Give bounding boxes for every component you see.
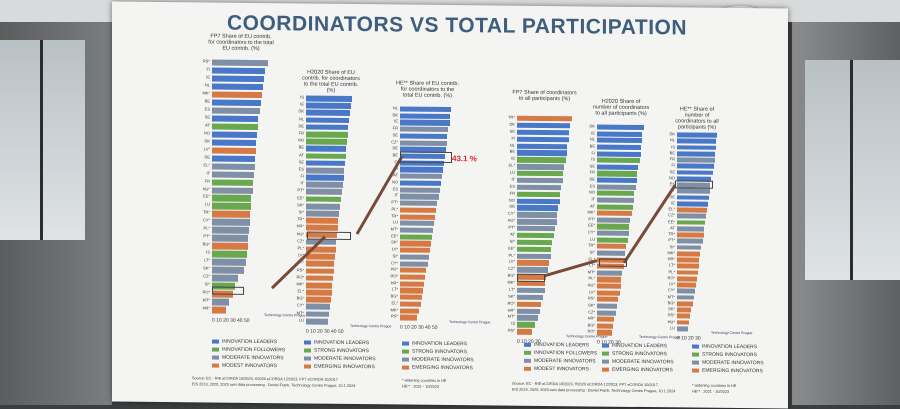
projection-screen: COORDINATORS VS TOTAL PARTICIPATION FP7 … xyxy=(112,1,788,409)
arrow-line xyxy=(622,184,677,264)
trend-arrows xyxy=(270,155,677,290)
highlight-box xyxy=(675,180,713,189)
highlight-box xyxy=(517,273,545,282)
highlight-box xyxy=(400,151,452,164)
left-window-frame xyxy=(40,40,43,240)
right-window-frame xyxy=(850,60,853,280)
highlight-box xyxy=(599,258,627,267)
highlight-box xyxy=(307,231,351,240)
arrow-line xyxy=(270,235,327,290)
arrow-line xyxy=(543,259,598,278)
highlight-box xyxy=(212,286,244,295)
arrow-line xyxy=(355,155,404,235)
